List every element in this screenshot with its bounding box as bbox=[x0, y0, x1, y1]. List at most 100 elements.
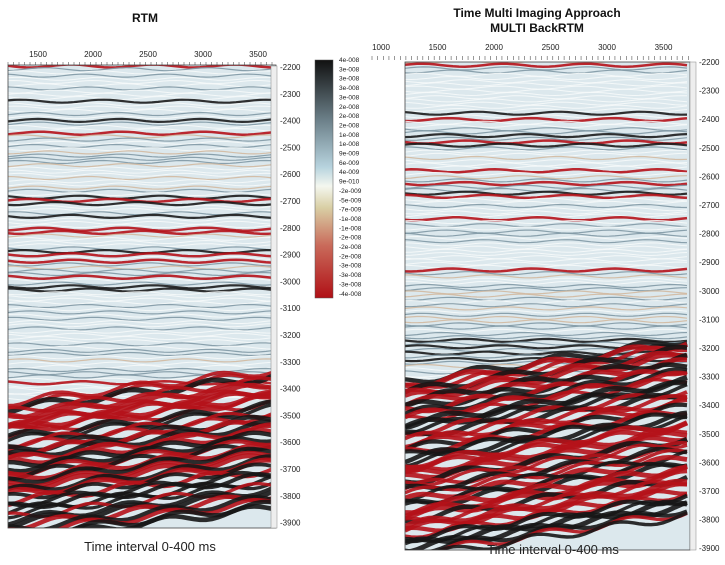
seismic-reflector bbox=[8, 229, 273, 236]
caption: Time interval 0-400 ms bbox=[487, 542, 619, 557]
seismic-reflector bbox=[8, 339, 273, 344]
seismic-reflector bbox=[405, 328, 688, 333]
seismic-reflector bbox=[405, 116, 688, 123]
colorbar-label: 3e-008 bbox=[339, 94, 360, 101]
x-tick-label: 3500 bbox=[249, 50, 267, 59]
colorbar-label: 4e-008 bbox=[339, 57, 360, 64]
seismic-reflector bbox=[8, 233, 273, 238]
seismic-reflector bbox=[436, 511, 688, 550]
y-tick-label: -2900 bbox=[699, 258, 720, 267]
seismic-reflector bbox=[8, 121, 273, 126]
seismic-reflector bbox=[8, 345, 273, 350]
seismic-reflector bbox=[8, 494, 273, 528]
seismic-reflector bbox=[405, 255, 688, 260]
x-tick-label: 2500 bbox=[139, 50, 157, 59]
seismic-reflector bbox=[405, 130, 688, 135]
seismic-reflector bbox=[8, 92, 273, 97]
seismic-reflector bbox=[405, 463, 689, 516]
seismic-reflector bbox=[8, 274, 273, 280]
seismic-reflector bbox=[8, 446, 273, 485]
seismic-reflector bbox=[405, 319, 688, 324]
y-tick-label: -3500 bbox=[699, 430, 720, 439]
seismic-reflector bbox=[405, 287, 688, 292]
scrollbar[interactable] bbox=[270, 65, 278, 529]
colorbar-label: -3e-008 bbox=[339, 272, 362, 279]
y-tick-label: -3200 bbox=[699, 344, 720, 353]
seismic-reflector bbox=[8, 284, 273, 290]
seismic-reflector bbox=[8, 207, 273, 213]
seismic-reflector bbox=[8, 444, 273, 482]
seismic-reflector bbox=[405, 216, 688, 222]
seismic-reflector bbox=[405, 223, 688, 228]
y-tick-label: -2400 bbox=[280, 117, 301, 126]
seismic-reflector bbox=[8, 271, 273, 277]
seismic-reflector bbox=[405, 123, 688, 129]
y-tick-label: -2700 bbox=[699, 201, 720, 210]
seismic-reflector bbox=[8, 481, 273, 520]
seismic-reflector bbox=[8, 313, 273, 318]
seismic-reflector bbox=[405, 162, 688, 167]
y-tick-label: -2900 bbox=[280, 251, 301, 260]
seismic-reflector bbox=[405, 79, 688, 84]
seismic-reflector bbox=[405, 229, 688, 234]
seismic-reflector bbox=[8, 204, 273, 209]
seismic-reflector bbox=[8, 374, 273, 415]
colorbar-label: -3e-008 bbox=[339, 263, 362, 270]
seismic-reflector bbox=[405, 239, 688, 244]
y-tick-label: -2500 bbox=[699, 144, 720, 153]
scrollbar[interactable] bbox=[689, 61, 697, 551]
seismic-reflector bbox=[8, 389, 273, 427]
seismic-reflector bbox=[405, 75, 688, 81]
seismic-reflector bbox=[8, 70, 273, 75]
seismic-reflector bbox=[8, 172, 273, 177]
seismic-reflector bbox=[405, 139, 688, 145]
seismic-reflector bbox=[8, 76, 273, 81]
y-tick-label: -3900 bbox=[280, 519, 301, 528]
y-tick-label: -2600 bbox=[280, 170, 301, 179]
seismic-reflector bbox=[8, 137, 273, 142]
seismic-reflector bbox=[8, 175, 273, 181]
seismic-reflector bbox=[8, 381, 273, 420]
y-tick-label: -2800 bbox=[699, 230, 720, 239]
seismic-reflector bbox=[405, 120, 688, 125]
seismic-reflector bbox=[8, 268, 273, 273]
y-tick-label: -3000 bbox=[699, 287, 720, 296]
seismic-reflector bbox=[8, 316, 273, 321]
seismic-texture bbox=[405, 62, 689, 550]
seismic-reflector bbox=[8, 246, 273, 251]
seismic-reflector bbox=[405, 114, 688, 119]
seismic-reflector bbox=[8, 179, 273, 184]
x-tick-label: 2000 bbox=[84, 50, 102, 59]
seismic-reflector bbox=[405, 200, 688, 205]
seismic-reflector bbox=[405, 232, 688, 237]
colorbar bbox=[314, 59, 334, 299]
x-tick-label: 3500 bbox=[655, 43, 673, 52]
seismic-reflector bbox=[8, 226, 273, 232]
colorbar-label: -2e-009 bbox=[339, 188, 362, 195]
colorbar-label: -1e-008 bbox=[339, 216, 362, 223]
seismic-reflector bbox=[8, 156, 273, 161]
seismic-reflector bbox=[405, 325, 688, 330]
seismic-reflector bbox=[8, 319, 273, 325]
colorbar-label: -2e-008 bbox=[339, 235, 362, 242]
y-tick-label: -2600 bbox=[699, 172, 720, 181]
panel-title: Time Multi Imaging Approach bbox=[453, 6, 620, 20]
seismic-reflector bbox=[8, 335, 273, 341]
seismic-reflector bbox=[8, 294, 273, 299]
x-tick-label: 2000 bbox=[485, 43, 503, 52]
seismic-reflector bbox=[8, 213, 273, 220]
seismic-reflector bbox=[405, 303, 688, 308]
seismic-reflector bbox=[405, 290, 688, 295]
seismic-reflector bbox=[8, 355, 273, 360]
seismic-reflector bbox=[405, 280, 688, 285]
seismic-reflector bbox=[8, 435, 273, 474]
seismic-reflector bbox=[8, 83, 273, 88]
seismic-reflector bbox=[8, 390, 273, 429]
y-tick-label: -3600 bbox=[280, 438, 301, 447]
seismic-reflector bbox=[405, 82, 688, 87]
seismic-reflector bbox=[405, 159, 688, 164]
seismic-reflector bbox=[405, 184, 688, 189]
seismic-reflector bbox=[405, 427, 688, 471]
seismic-reflector bbox=[405, 293, 688, 298]
